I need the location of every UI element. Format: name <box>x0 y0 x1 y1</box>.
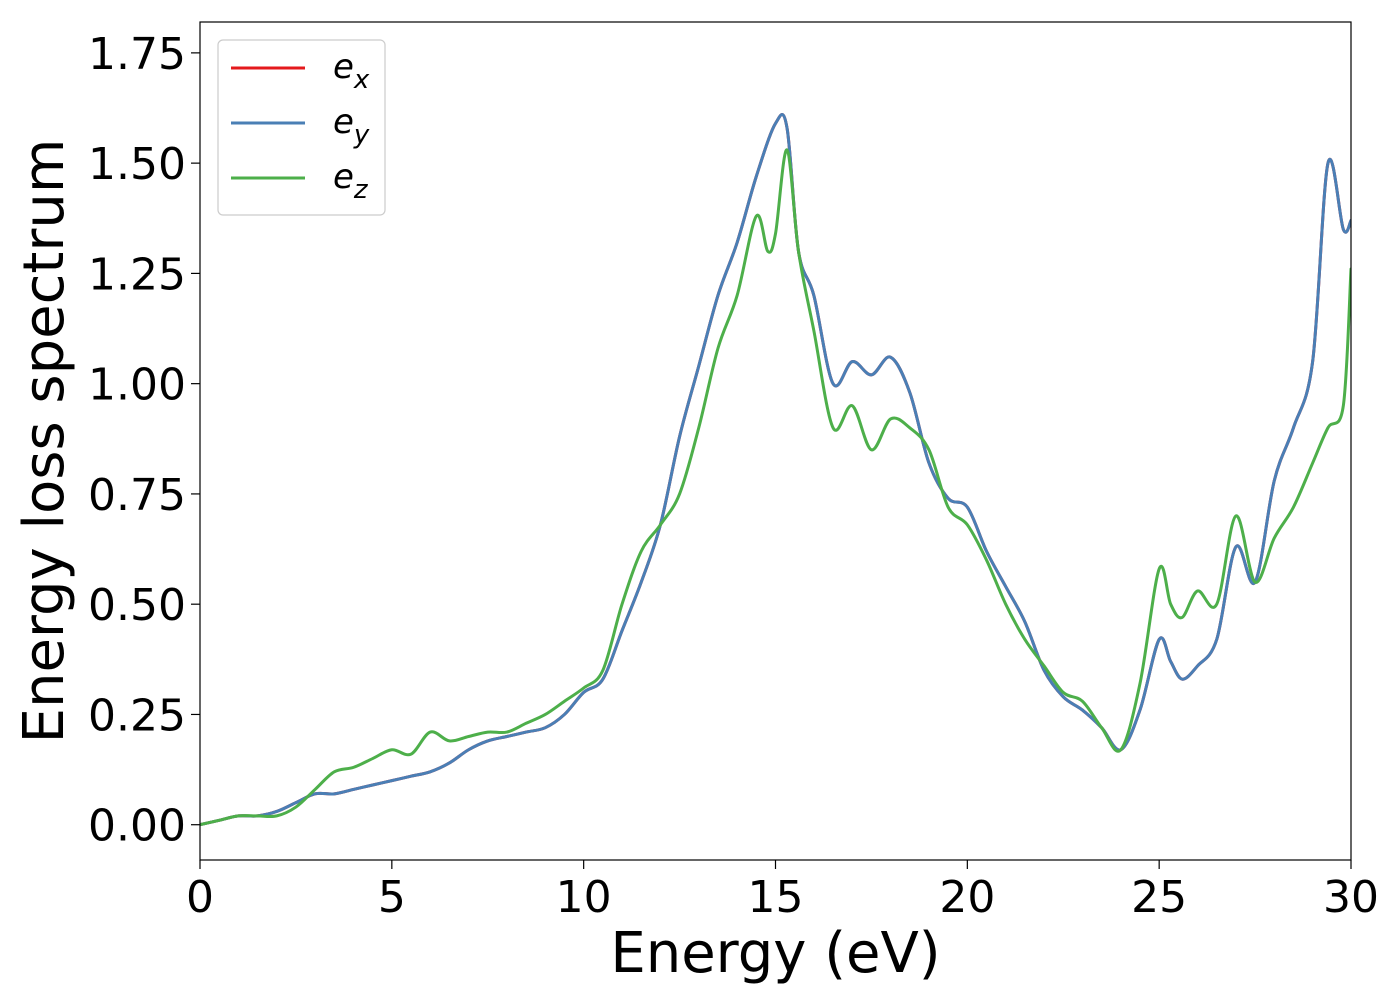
y-tick-label: 1.00 <box>88 360 186 411</box>
x-axis-ticks: 0 5 10 15 20 25 30 <box>186 860 1379 923</box>
y-tick-label: 1.25 <box>88 249 186 300</box>
y-tick-label: 0.25 <box>88 690 186 741</box>
legend: ex ey ez <box>217 39 386 216</box>
legend-label-y: ey <box>333 102 370 150</box>
series-layer <box>200 113 1351 827</box>
series-line-y <box>200 113 1351 827</box>
x-tick-label: 0 <box>186 872 214 923</box>
x-tick-label: 25 <box>1131 872 1187 923</box>
y-tick-label: 1.75 <box>88 29 186 80</box>
y-axis-ticks: 0.00 0.25 0.50 0.75 1.00 1.25 1.50 1.75 <box>88 29 200 852</box>
x-tick-label: 10 <box>556 872 612 923</box>
legend-label-x: ex <box>333 47 370 95</box>
x-tick-label: 30 <box>1323 872 1379 923</box>
y-tick-label: 0.00 <box>88 801 186 852</box>
legend-box <box>217 39 386 216</box>
legend-label-z: ez <box>333 157 369 205</box>
x-axis-title: Energy (eV) <box>610 921 940 986</box>
x-tick-label: 5 <box>378 872 406 923</box>
y-tick-label: 1.50 <box>88 139 186 190</box>
y-tick-label: 0.50 <box>88 580 186 631</box>
series-line-x <box>200 113 1351 827</box>
x-tick-label: 20 <box>939 872 995 923</box>
y-axis-title: Energy loss spectrum <box>12 139 77 744</box>
series-line-z <box>200 148 1351 827</box>
x-tick-label: 15 <box>748 872 804 923</box>
y-tick-label: 0.75 <box>88 470 186 521</box>
